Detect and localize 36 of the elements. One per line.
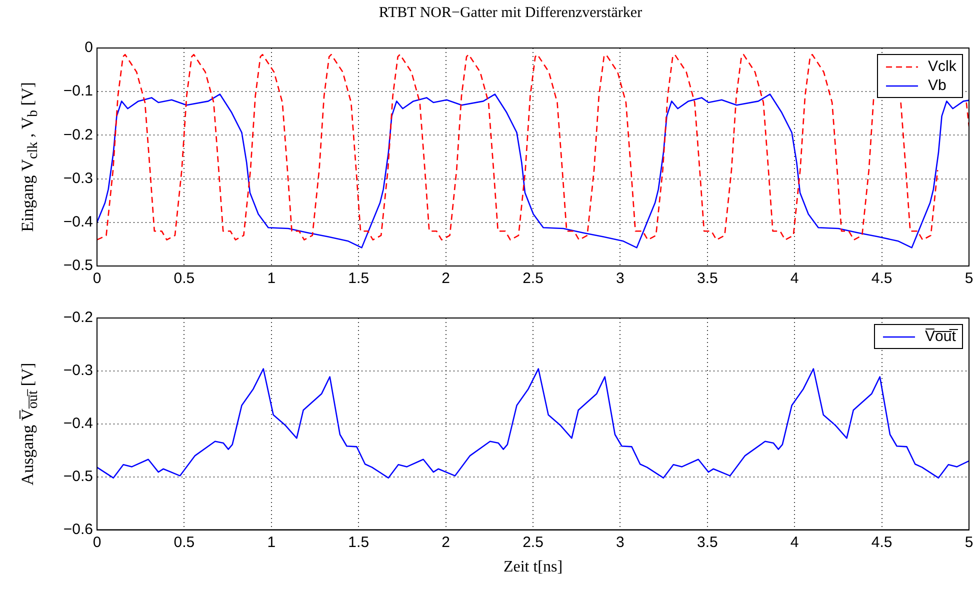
- x-tick-label: 1: [267, 534, 276, 551]
- y-tick-label: −0.1: [63, 82, 93, 100]
- x-tick-label: 3.5: [696, 270, 718, 288]
- x-tick-label: 4: [790, 270, 799, 288]
- x-tick-label: 1.5: [348, 534, 370, 551]
- y-tick-label: −0.2: [63, 309, 93, 326]
- y-tick-label: −0.5: [63, 468, 93, 485]
- y-tick-label: 0: [84, 39, 93, 56]
- x-tick-label: 4.5: [871, 270, 892, 288]
- legend-label: Vclk: [928, 58, 956, 75]
- y-tick-label: −0.2: [63, 126, 93, 144]
- legend-label: Vb: [928, 77, 946, 94]
- x-tick-label: 0.5: [174, 534, 195, 551]
- x-tick-label: 0.5: [174, 270, 195, 288]
- x-tick-label: 1.5: [348, 270, 370, 288]
- x-tick-label: 4: [790, 534, 799, 551]
- x-tick-label: 2: [442, 270, 450, 288]
- legend-label: V̅o̅u̅t̅: [925, 328, 956, 345]
- x-tick-label: 2.5: [522, 270, 544, 288]
- x-tick-label: 2: [442, 534, 450, 551]
- x-tick-label: 5: [964, 534, 974, 551]
- y-tick-label: −0.4: [63, 415, 93, 432]
- x-tick-label: 5: [964, 270, 974, 288]
- y-tick-label: −0.3: [63, 362, 93, 380]
- x-tick-label: 2.5: [522, 534, 544, 551]
- x-tick-label: 4.5: [871, 534, 892, 551]
- y-tick-label: −0.5: [63, 257, 93, 274]
- y-tick-label: −0.3: [63, 170, 93, 187]
- x-tick-label: 3: [616, 534, 624, 551]
- x-tick-label: 3: [616, 270, 624, 288]
- y-tick-label: −0.6: [63, 520, 93, 538]
- y-tick-label: −0.4: [63, 214, 93, 231]
- x-tick-label: 1: [267, 270, 276, 288]
- chart-title: RTBT NOR−Gatter mit Differenzverstärker: [378, 4, 642, 21]
- x-axis-title: Zeit t[ns]: [503, 558, 563, 576]
- x-tick-label: 3.5: [696, 534, 718, 551]
